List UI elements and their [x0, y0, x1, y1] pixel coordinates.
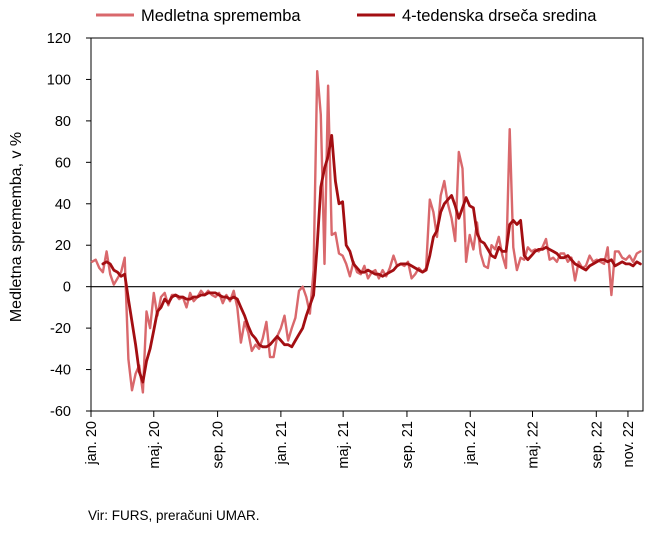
x-axis-ticks: jan. 20 maj. 20 sep. 20 jan. 21 maj. 21 sep. …: [84, 411, 637, 469]
x-tick-label: sep. 20: [211, 421, 227, 469]
y-axis-title: Medletna sprememba, v %: [8, 132, 25, 322]
y-tick-label: -20: [50, 321, 71, 337]
source-note: Vir: FURS, preračuni UMAR.: [88, 508, 260, 523]
plot-frame: [90, 37, 644, 412]
y-tick-label: 0: [63, 280, 71, 296]
x-tick-label: jan. 20: [84, 421, 100, 466]
x-tick-label: nov. 22: [621, 421, 637, 468]
y-tick-label: 80: [55, 114, 71, 130]
series-line-drseca-sredina: [101, 133, 642, 384]
y-axis-ticks: -60 -40 -20 0 20 40 60 80 100 120: [47, 31, 91, 420]
y-tick-label: -40: [50, 363, 71, 379]
y-tick-label: 60: [55, 155, 71, 171]
y-tick-label: 100: [47, 72, 71, 88]
plot-border: [90, 37, 644, 412]
legend: Medletna sprememba 4-tedenska drseča sre…: [96, 7, 597, 25]
x-tick-label: sep. 22: [589, 421, 605, 469]
x-tick-label: maj. 20: [147, 421, 163, 469]
x-tick-label: jan. 21: [274, 421, 290, 466]
x-tick-label: maj. 21: [336, 421, 352, 469]
y-tick-label: 20: [55, 238, 71, 254]
x-tick-label: maj. 22: [525, 421, 541, 469]
series-line-medletna-sprememba: [90, 69, 642, 394]
x-tick-label: jan. 22: [463, 421, 479, 466]
x-tick-label: sep. 21: [400, 421, 416, 469]
legend-label-medletna-sprememba: Medletna sprememba: [141, 7, 301, 25]
series-group: [90, 69, 642, 394]
legend-label-drseca-sredina: 4-tedenska drseča sredina: [402, 7, 597, 25]
y-tick-label: 40: [55, 197, 71, 213]
y-tick-label: -60: [50, 404, 71, 420]
y-tick-label: 120: [47, 31, 71, 47]
